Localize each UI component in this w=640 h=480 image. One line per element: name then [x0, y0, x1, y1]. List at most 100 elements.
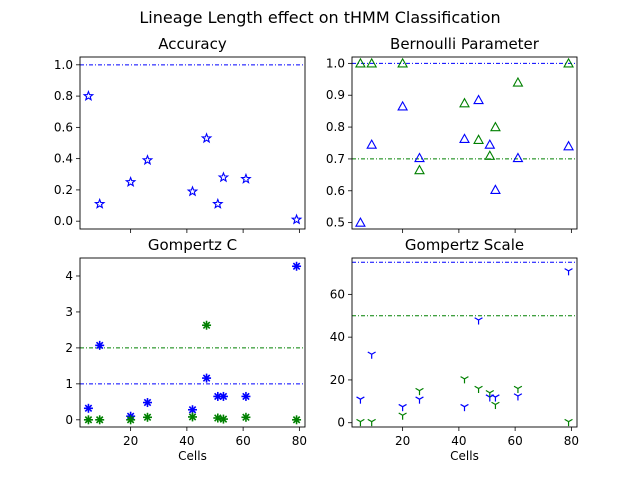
data-point — [473, 94, 484, 105]
axes-frame — [79, 257, 306, 428]
series-1 — [355, 94, 574, 227]
data-point — [474, 385, 483, 393]
y-tick-label: 0.7 — [326, 152, 345, 166]
data-point — [415, 387, 424, 396]
y-tick-label: 0.5 — [326, 216, 345, 230]
data-point — [414, 164, 425, 175]
y-tick-label: 1.0 — [54, 58, 73, 72]
data-point — [366, 57, 378, 68]
series-1 — [82, 90, 303, 225]
subplot-1: Accuracy 0.0 0.2 0.4 0.6 0.8 1.0 — [54, 35, 306, 233]
data-point — [240, 172, 252, 184]
data-point — [212, 197, 224, 209]
data-point — [563, 140, 574, 151]
data-point — [491, 394, 500, 402]
data-point — [356, 396, 365, 404]
x-axis-label: Cells — [178, 449, 207, 463]
data-point — [512, 152, 524, 163]
y-tick-label: 1 — [65, 377, 73, 391]
x-tick-label: 20 — [123, 434, 138, 448]
data-point — [563, 57, 574, 68]
data-point — [355, 57, 366, 68]
data-point — [490, 184, 501, 194]
series-2 — [356, 376, 573, 427]
data-point — [397, 100, 409, 111]
data-point — [356, 418, 365, 427]
data-point — [292, 261, 302, 271]
x-tick-label: 80 — [292, 434, 307, 448]
data-point — [460, 376, 469, 384]
y-tick-label: 0.4 — [54, 152, 73, 166]
x-tick-label: 40 — [179, 434, 194, 448]
axes-frame — [351, 56, 578, 230]
data-point — [398, 412, 407, 420]
x-tick-label: 40 — [451, 434, 466, 448]
data-point — [290, 213, 303, 225]
y-tick-label: 1.0 — [326, 56, 345, 70]
y-tick-label: 0.8 — [326, 120, 345, 134]
axes-frame — [79, 56, 306, 230]
data-point — [202, 373, 212, 383]
data-point — [83, 415, 93, 425]
data-point — [186, 185, 199, 197]
data-point — [490, 121, 501, 132]
data-point — [459, 133, 470, 144]
data-point — [202, 320, 212, 330]
subplot-3: Gompertz C 0 1 2 3 4 20 40 60 80 Cells — [65, 236, 307, 463]
x-tick-label: 60 — [507, 434, 522, 448]
data-point — [367, 351, 376, 359]
data-point — [366, 138, 378, 149]
y-tick-label: 60 — [330, 287, 345, 301]
data-point — [95, 340, 105, 350]
x-tick-label: 80 — [564, 434, 579, 448]
data-point — [459, 97, 470, 108]
data-point — [397, 57, 409, 68]
data-point — [474, 317, 483, 325]
subplot-title: Gompertz Scale — [405, 236, 524, 254]
data-point — [414, 152, 425, 163]
y-tick-label: 4 — [65, 269, 73, 283]
subplot-title: Accuracy — [158, 35, 227, 53]
data-point — [564, 418, 573, 427]
x-tick-label: 60 — [235, 434, 250, 448]
series-1 — [83, 261, 302, 421]
subplot-title: Bernoulli Parameter — [390, 35, 540, 53]
data-point — [124, 176, 137, 188]
data-point — [491, 401, 500, 410]
y-tick-label: 0.6 — [326, 184, 345, 198]
data-point — [83, 403, 93, 413]
data-point — [513, 393, 523, 401]
data-point — [143, 412, 152, 422]
data-point — [415, 396, 424, 404]
data-point — [143, 398, 152, 408]
data-point — [200, 132, 213, 144]
data-point — [367, 418, 376, 427]
data-point — [485, 390, 495, 398]
data-point — [126, 415, 136, 425]
data-point — [484, 138, 496, 149]
data-point — [95, 415, 105, 425]
data-point — [188, 412, 197, 422]
y-tick-label: 0.6 — [54, 120, 73, 134]
axes-frame — [351, 257, 578, 428]
data-point — [218, 391, 228, 401]
data-point — [398, 403, 407, 412]
y-tick-label: 0.9 — [326, 88, 345, 102]
data-point — [213, 413, 223, 423]
y-tick-label: 0.8 — [54, 89, 73, 103]
data-point — [292, 415, 302, 425]
data-point — [355, 216, 366, 227]
data-point — [241, 412, 251, 422]
y-tick-label: 0 — [65, 413, 73, 427]
data-point — [82, 90, 95, 102]
y-tick-label: 0 — [337, 416, 345, 430]
subplot-2: Bernoulli Parameter 0.5 0.6 0.7 0.8 0.9 1.0 — [326, 35, 578, 233]
y-tick-label: 20 — [330, 373, 345, 387]
series-1 — [356, 268, 573, 412]
x-axis-label: Cells — [450, 449, 479, 463]
data-point — [141, 154, 154, 166]
figure-title: Lineage Length effect on tHMM Classifica… — [139, 8, 500, 27]
series-2 — [83, 320, 302, 425]
